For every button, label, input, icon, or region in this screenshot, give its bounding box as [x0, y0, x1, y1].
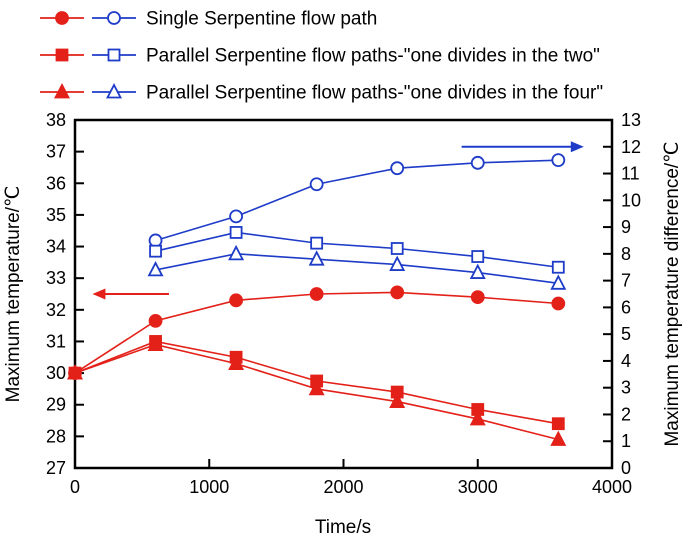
right-axis-title: Maximum temperature difference/℃	[662, 141, 683, 446]
data-point-marker	[228, 244, 245, 261]
data-point-marker	[390, 161, 405, 176]
legend-item: Parallel Serpentine flow paths-"one divi…	[40, 83, 603, 104]
legend-blue-marker-triangle	[106, 83, 122, 99]
legend-blue-marker-square	[107, 48, 121, 62]
data-point-marker	[469, 410, 486, 426]
x-axis-tick-label: 3000	[458, 477, 498, 497]
x-axis-title: Time/s	[315, 517, 371, 538]
data-point-marker	[229, 293, 244, 308]
left-axis-title: Maximum temperature/℃	[3, 186, 24, 403]
left-axis-tick-label: 31	[46, 331, 66, 351]
legend-red-marker-triangle	[54, 83, 70, 99]
left-axis-tick-label: 32	[46, 300, 66, 320]
left-axis-tick-label: 38	[46, 110, 66, 130]
left-axis-tick-label: 33	[46, 268, 66, 288]
right-axis-tick-label: 5	[621, 324, 631, 344]
data-point-marker	[551, 260, 565, 274]
data-point-marker	[551, 153, 566, 168]
data-point-marker	[550, 430, 567, 446]
right-axis-tick-label: 1	[621, 431, 631, 451]
series-line	[155, 231, 559, 269]
left-axis-tick-label: 34	[46, 237, 66, 257]
legend-red-marker-square	[55, 48, 69, 62]
data-point-marker	[470, 155, 485, 170]
x-axis-tick-label: 1000	[189, 477, 229, 497]
data-point-marker	[308, 250, 325, 266]
data-point-marker	[309, 287, 324, 301]
data-point-marker	[390, 242, 404, 255]
data-point-marker	[229, 209, 244, 224]
data-point-marker	[67, 364, 83, 380]
plot-area: 2728293031323334353637380123456789101112…	[46, 110, 641, 497]
data-point-marker	[390, 285, 405, 300]
right-axis-tick-label: 0	[621, 458, 631, 478]
data-point-marker	[551, 296, 566, 311]
right-axis-tick-label: 9	[621, 217, 631, 237]
legend-label: Parallel Serpentine flow paths-"one divi…	[146, 83, 603, 104]
data-point-marker	[551, 417, 565, 431]
data-point-marker	[469, 263, 486, 279]
right-axis-tick-label: 4	[621, 351, 631, 371]
left-axis-tick-label: 35	[46, 205, 66, 225]
left-axis-indicator-arrow	[92, 288, 169, 300]
legend-label: Single Serpentine flow path	[146, 9, 377, 30]
data-point-marker	[148, 233, 163, 248]
data-point-marker	[470, 290, 485, 305]
left-axis-tick-label: 37	[46, 142, 66, 162]
data-point-marker	[389, 392, 406, 408]
chart-legend: Single Serpentine flow path Parallel Serp…	[40, 9, 603, 104]
legend-item: Single Serpentine flow path	[40, 9, 377, 30]
legend-blue-marker-circle	[107, 11, 121, 25]
series-3	[148, 153, 566, 248]
right-axis-tick-label: 10	[621, 190, 641, 210]
series-0	[68, 285, 566, 380]
arrow-head	[570, 141, 584, 153]
series-5	[147, 244, 567, 290]
left-axis-tick-label: 30	[46, 363, 66, 383]
series-line	[74, 291, 559, 374]
data-point-marker	[147, 260, 164, 277]
data-point-marker	[389, 255, 406, 271]
series-line	[155, 253, 559, 285]
right-axis-tick-label: 11	[621, 164, 640, 184]
left-axis-tick-label: 27	[46, 458, 66, 478]
legend-label: Parallel Serpentine flow paths-"one divi…	[146, 46, 600, 67]
arrow-head	[92, 288, 106, 300]
data-point-marker	[228, 354, 245, 371]
axis-ticks: 2728293031323334353637380123456789101112…	[46, 110, 641, 497]
data-point-marker	[147, 335, 164, 352]
data-point-marker	[309, 177, 324, 192]
x-axis-tick-label: 0	[70, 477, 80, 497]
right-axis-tick-label: 7	[621, 271, 631, 291]
series-2	[67, 335, 567, 446]
legend-red-marker-circle	[55, 11, 69, 25]
right-axis-tick-label: 12	[621, 137, 641, 157]
data-point-marker	[550, 274, 567, 290]
data-point-marker	[308, 379, 325, 396]
series-line	[155, 159, 559, 242]
data-point-marker	[148, 313, 163, 328]
series-4	[149, 226, 565, 274]
data-point-marker	[471, 250, 485, 263]
right-axis-indicator-arrow	[461, 141, 584, 153]
right-axis-tick-label: 8	[621, 244, 631, 264]
right-axis-tick-label: 3	[621, 378, 631, 398]
left-axis-tick-label: 28	[46, 426, 66, 446]
plot-frame	[73, 118, 614, 470]
data-point-marker	[149, 244, 162, 258]
data-point-marker	[229, 226, 243, 239]
legend-item: Parallel Serpentine flow paths-"one divi…	[40, 46, 600, 67]
data-point-marker	[310, 236, 324, 250]
right-axis-tick-label: 6	[621, 297, 631, 317]
right-axis-tick-label: 13	[621, 110, 641, 130]
left-axis-tick-label: 29	[46, 395, 66, 415]
x-axis-tick-label: 4000	[592, 477, 632, 497]
x-axis-tick-label: 2000	[323, 477, 363, 497]
right-axis-tick-label: 2	[621, 404, 631, 424]
left-axis-tick-label: 36	[46, 173, 66, 193]
